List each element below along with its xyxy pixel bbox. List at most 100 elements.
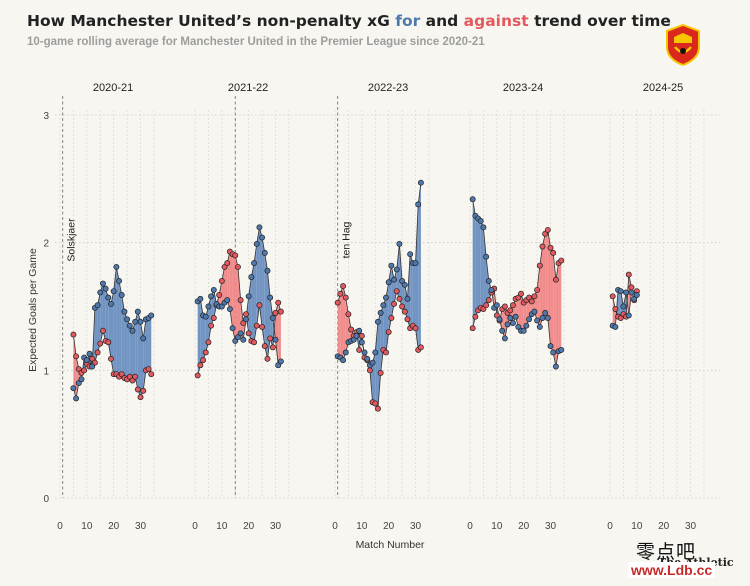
xg-for-point (99, 280, 106, 287)
season-label: 2022-23 (368, 82, 408, 94)
xg-against-point (412, 325, 419, 332)
gap-fill-segment (221, 266, 225, 307)
xg-against-point (197, 362, 204, 369)
gap-fill-segment (129, 325, 133, 381)
gap-fill-segment (278, 302, 281, 366)
xg-against-point (552, 276, 559, 283)
xg-against-point (612, 306, 619, 313)
gap-fill-segment (542, 233, 546, 318)
xg-against-point (194, 372, 201, 379)
gap-fill-segment (205, 306, 209, 353)
gap-fill-segment (550, 247, 554, 353)
gap-fill-segment (256, 227, 260, 326)
x-tick-label: 20 (243, 521, 255, 532)
xg-for-point (113, 263, 120, 270)
xg-against-point (483, 302, 490, 309)
gap-fill-segment (478, 218, 481, 311)
season-label: 2020-21 (93, 82, 133, 94)
xg-for-point (417, 179, 424, 186)
xg-for-point (407, 251, 414, 258)
xg-for-point (396, 240, 403, 247)
xg-against-point (259, 323, 266, 330)
xg-against-point (383, 349, 389, 356)
y-tick-label: 3 (43, 111, 49, 122)
gap-fill-segment (415, 204, 419, 350)
xg-for-point (504, 321, 511, 328)
xg-for-point (388, 262, 395, 269)
xg-against-point (396, 295, 403, 302)
xg-for-point (251, 260, 258, 267)
gap-fill-segment (545, 229, 548, 318)
gap-fill-segment (418, 182, 421, 350)
xg-for-point (401, 281, 408, 288)
xg-for-point (633, 292, 640, 298)
xg-for-point (102, 285, 109, 292)
xg-for-point (625, 312, 632, 319)
xg-for-point (391, 276, 398, 283)
gap-fill-segment (197, 298, 201, 376)
gap-fill-segment (537, 265, 540, 327)
xg-against-point (401, 308, 408, 315)
xg-for-point (208, 293, 215, 300)
xg-for-point (210, 286, 217, 293)
gap-fill-segment (145, 317, 149, 371)
xg-for-point (243, 316, 249, 323)
manager-label: Solskjaer (66, 218, 78, 262)
xg-for-point (132, 318, 139, 325)
x-axis-label: Match Number (356, 539, 425, 551)
xg-against-point (388, 315, 395, 321)
xg-against-point (218, 278, 225, 284)
xg-against-point (472, 313, 479, 320)
chart-subtitle: 10-game rolling average for Manchester U… (27, 36, 485, 48)
xg-for-point (248, 274, 255, 281)
xg-for-point (197, 295, 204, 302)
xg-for-point (488, 286, 495, 293)
gap-fill-segment (412, 263, 416, 329)
xg-for-point (70, 385, 77, 392)
xg-for-point (253, 240, 260, 247)
xg-for-point (121, 308, 128, 315)
gap-fill-segment (140, 321, 144, 398)
xg-for-point (617, 288, 624, 295)
xg-for-point (493, 302, 500, 309)
gap-fill-segment (518, 293, 521, 331)
xg-for-point (256, 224, 263, 231)
x-tick-label: 30 (270, 521, 282, 532)
gap-fill-segment (480, 220, 484, 310)
xg-against-point (264, 355, 271, 362)
x-tick-label: 10 (491, 521, 503, 532)
gap-fill-segment (270, 297, 273, 348)
xg-against-point (391, 300, 398, 307)
xg-against-point (234, 263, 241, 270)
xg-for-point (526, 316, 533, 323)
xg-for-point (358, 339, 365, 346)
xg-for-point (340, 357, 347, 364)
xg-against-point (108, 355, 114, 362)
gap-fill-segment (383, 297, 386, 353)
x-tick-label: 0 (57, 521, 63, 532)
gap-fill-segment (251, 263, 255, 343)
gap-fill-segment (380, 305, 384, 373)
gap-fill-segment (618, 289, 621, 318)
xg-for-point (118, 292, 125, 298)
xg-against-point (550, 249, 557, 256)
xg-against-point (539, 243, 546, 250)
xg-against-point (501, 303, 508, 310)
x-tick-label: 30 (410, 521, 422, 532)
xg-for-point (73, 395, 80, 402)
watermark-chinese: 零点吧 (636, 541, 697, 563)
gap-fill-segment (259, 227, 263, 327)
xg-for-point (415, 201, 422, 208)
gap-fill-segment (105, 288, 109, 343)
xg-for-point (364, 355, 371, 362)
xg-against-point (245, 330, 252, 337)
xg-against-point (243, 311, 249, 318)
gap-fill-segment (264, 252, 268, 359)
xg-against-point (345, 311, 352, 318)
xg-for-point (237, 330, 244, 337)
xg-against-point (366, 367, 373, 374)
xg-for-point (245, 293, 252, 300)
xg-against-point (99, 327, 106, 334)
gap-fill-segment (399, 243, 403, 307)
xg-for-point (380, 302, 387, 309)
